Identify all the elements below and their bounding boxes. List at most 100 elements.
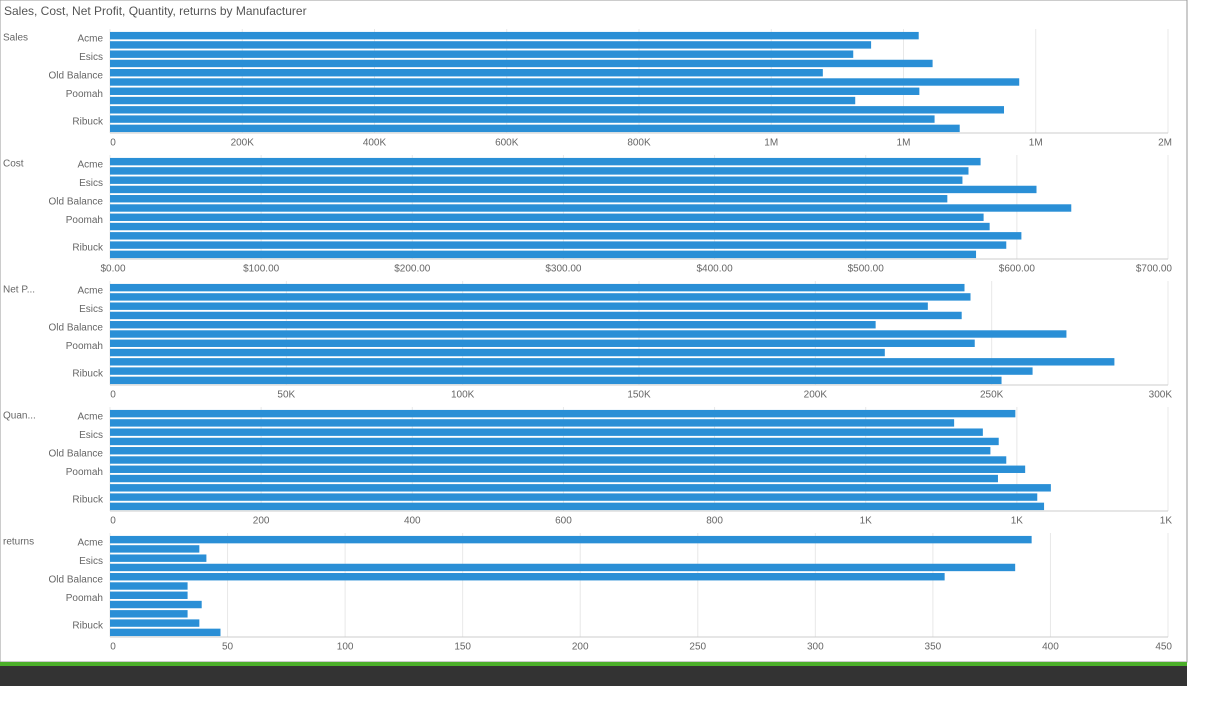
bar bbox=[110, 31, 919, 40]
bar bbox=[110, 367, 1033, 375]
y-tick-label: Esics bbox=[79, 430, 103, 441]
x-tick-label: 150 bbox=[454, 642, 471, 653]
x-tick-label: $700.00 bbox=[1136, 264, 1173, 275]
bar bbox=[110, 493, 1038, 501]
x-tick-label: 200 bbox=[253, 516, 270, 527]
x-tick-label: 1K bbox=[1011, 516, 1024, 527]
x-tick-label: 1M bbox=[897, 138, 911, 149]
bar bbox=[110, 465, 1026, 473]
y-tick-label: Old Balance bbox=[49, 196, 104, 207]
x-tick-label: $100.00 bbox=[243, 264, 280, 275]
y-tick-label: Acme bbox=[77, 285, 103, 296]
bar bbox=[110, 321, 876, 329]
bar bbox=[110, 283, 965, 292]
bar bbox=[110, 628, 221, 637]
x-tick-label: 400K bbox=[363, 138, 387, 149]
y-tick-label: Old Balance bbox=[49, 448, 104, 459]
bar bbox=[110, 348, 885, 357]
y-tick-label: Acme bbox=[77, 33, 103, 44]
x-tick-label: 0 bbox=[110, 390, 116, 401]
bar bbox=[110, 591, 188, 599]
y-tick-label: Acme bbox=[77, 537, 103, 548]
bar bbox=[110, 96, 856, 105]
x-tick-label: 200K bbox=[804, 390, 828, 401]
x-tick-label: 800 bbox=[706, 516, 723, 527]
bar bbox=[110, 447, 991, 455]
bar bbox=[110, 619, 200, 627]
x-tick-label: 400 bbox=[1042, 642, 1059, 653]
x-tick-label: 0 bbox=[110, 642, 116, 653]
x-tick-label: 1M bbox=[1029, 138, 1043, 149]
x-tick-label: $200.00 bbox=[394, 264, 431, 275]
chart-title: Sales, Cost, Net Profit, Quantity, retur… bbox=[4, 4, 307, 18]
y-tick-label: Poomah bbox=[66, 593, 103, 604]
x-tick-label: 300K bbox=[1149, 390, 1173, 401]
bar bbox=[110, 78, 1020, 86]
bar bbox=[110, 87, 920, 95]
x-tick-label: 1K bbox=[1160, 516, 1173, 527]
y-tick-label: Esics bbox=[79, 178, 103, 189]
bar bbox=[110, 502, 1045, 511]
bar bbox=[110, 222, 990, 231]
bar bbox=[110, 582, 188, 590]
y-tick-label: Ribuck bbox=[72, 117, 104, 128]
x-tick-label: $300.00 bbox=[545, 264, 582, 275]
bar bbox=[110, 437, 999, 446]
x-tick-label: $400.00 bbox=[696, 264, 733, 275]
bar bbox=[110, 293, 971, 301]
bar bbox=[110, 545, 200, 553]
panel-label: Net P... bbox=[3, 285, 35, 296]
panel-label: Cost bbox=[3, 159, 24, 170]
panel-label: Quan... bbox=[3, 411, 36, 422]
bar bbox=[110, 428, 983, 436]
bar bbox=[110, 573, 945, 581]
x-tick-label: 450 bbox=[1155, 642, 1172, 653]
bar bbox=[110, 124, 960, 133]
bar bbox=[110, 241, 1007, 249]
bar bbox=[110, 50, 854, 58]
x-tick-label: 2M bbox=[1158, 138, 1172, 149]
bar bbox=[110, 311, 962, 320]
y-tick-label: Acme bbox=[77, 411, 103, 422]
x-tick-label: 50 bbox=[222, 642, 234, 653]
bar bbox=[110, 69, 823, 77]
bar bbox=[110, 115, 935, 123]
bar bbox=[110, 185, 1037, 194]
y-tick-label: Ribuck bbox=[72, 243, 104, 254]
bar bbox=[110, 195, 948, 203]
x-tick-label: 800K bbox=[627, 138, 651, 149]
bar bbox=[110, 250, 977, 259]
x-tick-label: 0 bbox=[110, 516, 116, 527]
y-tick-label: Old Balance bbox=[49, 574, 104, 585]
y-tick-label: Acme bbox=[77, 159, 103, 170]
bar bbox=[110, 419, 955, 427]
bar bbox=[110, 232, 1022, 240]
panel-label: Sales bbox=[3, 33, 28, 44]
y-tick-label: Poomah bbox=[66, 341, 103, 352]
x-tick-label: $0.00 bbox=[100, 264, 125, 275]
x-tick-label: $600.00 bbox=[999, 264, 1036, 275]
y-tick-label: Esics bbox=[79, 304, 103, 315]
y-tick-label: Ribuck bbox=[72, 495, 104, 506]
y-tick-label: Ribuck bbox=[72, 369, 104, 380]
bar bbox=[110, 484, 1051, 492]
y-tick-label: Poomah bbox=[66, 467, 103, 478]
x-tick-label: 1K bbox=[860, 516, 873, 527]
x-tick-label: 1M bbox=[764, 138, 778, 149]
x-tick-label: 100K bbox=[451, 390, 475, 401]
bar bbox=[110, 213, 984, 221]
bar bbox=[110, 204, 1072, 212]
bar bbox=[110, 563, 1016, 572]
y-tick-label: Esics bbox=[79, 556, 103, 567]
x-tick-label: $500.00 bbox=[848, 264, 885, 275]
bar bbox=[110, 409, 1016, 418]
bar bbox=[110, 456, 1007, 464]
taskbar bbox=[0, 666, 1187, 686]
bar bbox=[110, 554, 207, 562]
x-tick-label: 250K bbox=[980, 390, 1004, 401]
bar bbox=[110, 535, 1032, 544]
status-line bbox=[0, 662, 1187, 666]
x-tick-label: 100 bbox=[337, 642, 354, 653]
